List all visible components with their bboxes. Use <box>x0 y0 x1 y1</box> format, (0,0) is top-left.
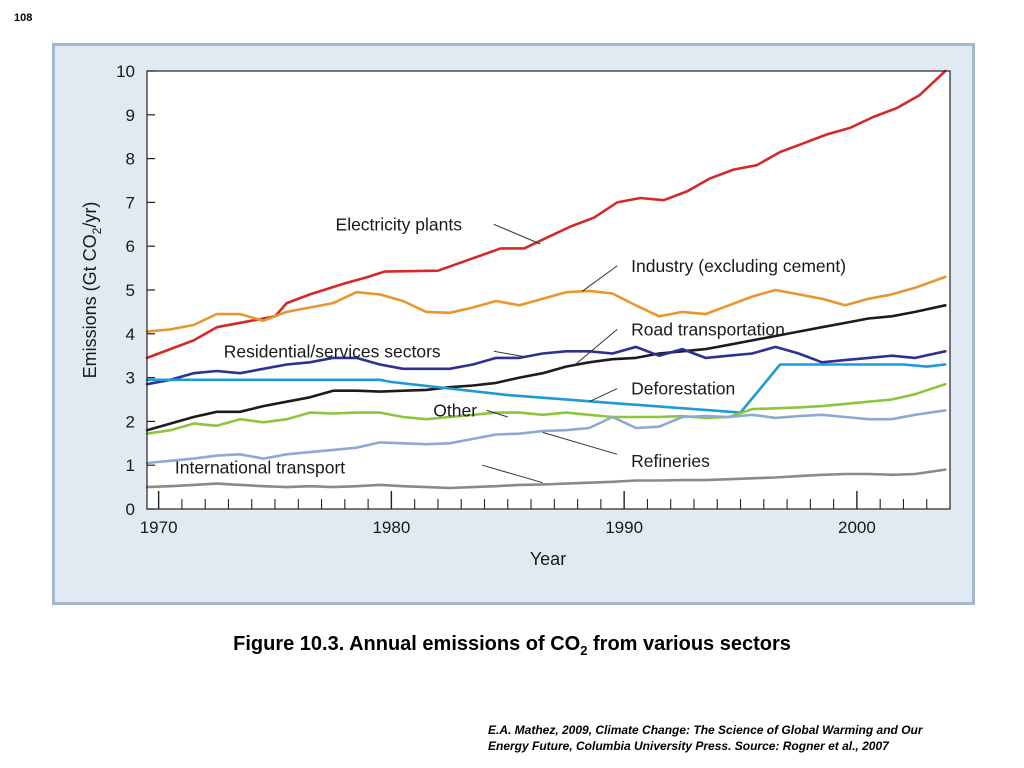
series-lines <box>145 69 947 490</box>
figure-caption: Figure 10.3. Annual emissions of CO2 fro… <box>0 633 1024 658</box>
series-label-electricity-plants: Electricity plants <box>336 214 463 234</box>
y-axis-title: Emissions (Gt CO2/yr) <box>80 202 104 379</box>
series-label-residential-services-sectors: Residential/services sectors <box>224 341 441 361</box>
y-tick-label-5: 5 <box>126 281 135 300</box>
y-tick-label-1: 1 <box>126 456 135 475</box>
y-tick-label-4: 4 <box>126 325 135 344</box>
y-axis-title-subscript: 2 <box>90 227 104 234</box>
y-tick-label-0: 0 <box>126 500 135 519</box>
y-tick-label-2: 2 <box>126 412 135 431</box>
y-tick-label-8: 8 <box>126 150 135 169</box>
y-axis-title-prefix: Emissions (Gt CO <box>80 234 100 378</box>
series-line-refineries <box>145 409 947 465</box>
leader-line-international-transport <box>482 464 543 484</box>
leader-line-residential-services-sectors <box>493 350 525 358</box>
y-tick-label-3: 3 <box>126 369 135 388</box>
x-tick-label-1980: 1980 <box>372 518 410 537</box>
series-label-deforestation: Deforestation <box>631 379 735 399</box>
plot-area <box>147 71 950 509</box>
leader-line-refineries <box>542 431 618 455</box>
series-line-deforestation <box>145 363 947 414</box>
series-label-industry-excluding-cement: Industry (excluding cement) <box>631 256 846 276</box>
tick-labels: 0 1 2 3 4 5 6 7 8 9 10 1970 1980 1990 2000 <box>116 62 876 537</box>
y-tick-label-10: 10 <box>116 62 135 81</box>
source-credit-line-2: Energy Future, Columbia University Press… <box>488 739 889 753</box>
series-line-international-transport <box>145 468 947 490</box>
series-line-residential-services-sectors <box>145 345 947 386</box>
caption-subscript: 2 <box>580 643 588 658</box>
page-number: 108 <box>14 12 33 24</box>
y-tick-label-6: 6 <box>126 237 135 256</box>
x-tick-label-2000: 2000 <box>838 518 876 537</box>
source-credit-line-1: E.A. Mathez, 2009, Climate Change: The S… <box>488 723 923 737</box>
leader-line-other <box>486 409 508 418</box>
series-line-road-transportation <box>145 303 947 432</box>
chart-panel: Electricity plants Industry (excluding ce… <box>52 43 975 605</box>
caption-suffix: from various sectors <box>587 633 791 655</box>
series-line-industry-excluding-cement <box>145 275 947 333</box>
leader-line-industry-excluding-cement <box>581 265 618 292</box>
x-tick-label-1990: 1990 <box>605 518 643 537</box>
series-label-refineries: Refineries <box>631 451 710 471</box>
leader-line-electricity-plants <box>493 223 541 245</box>
y-tick-label-9: 9 <box>126 106 135 125</box>
y-axis-title-suffix: /yr) <box>80 202 100 228</box>
source-credit: E.A. Mathez, 2009, Climate Change: The S… <box>488 722 1008 754</box>
series-label-road-transportation: Road transportation <box>631 319 785 339</box>
series-label-other: Other <box>433 400 477 420</box>
series-line-electricity-plants <box>145 69 947 360</box>
plot-frame <box>146 70 951 510</box>
caption-prefix: Figure 10.3. Annual emissions of CO <box>233 633 581 655</box>
x-axis-title: Year <box>530 549 566 569</box>
series-line-other <box>145 382 947 436</box>
y-tick-label-7: 7 <box>126 193 135 212</box>
series-annotations: Electricity plants Industry (excluding ce… <box>175 214 846 484</box>
leader-line-deforestation <box>588 388 618 403</box>
emissions-line-chart: Electricity plants Industry (excluding ce… <box>52 43 975 605</box>
x-tick-label-1970: 1970 <box>140 518 178 537</box>
leader-line-road-transportation <box>574 329 618 365</box>
series-label-international-transport: International transport <box>175 457 345 477</box>
